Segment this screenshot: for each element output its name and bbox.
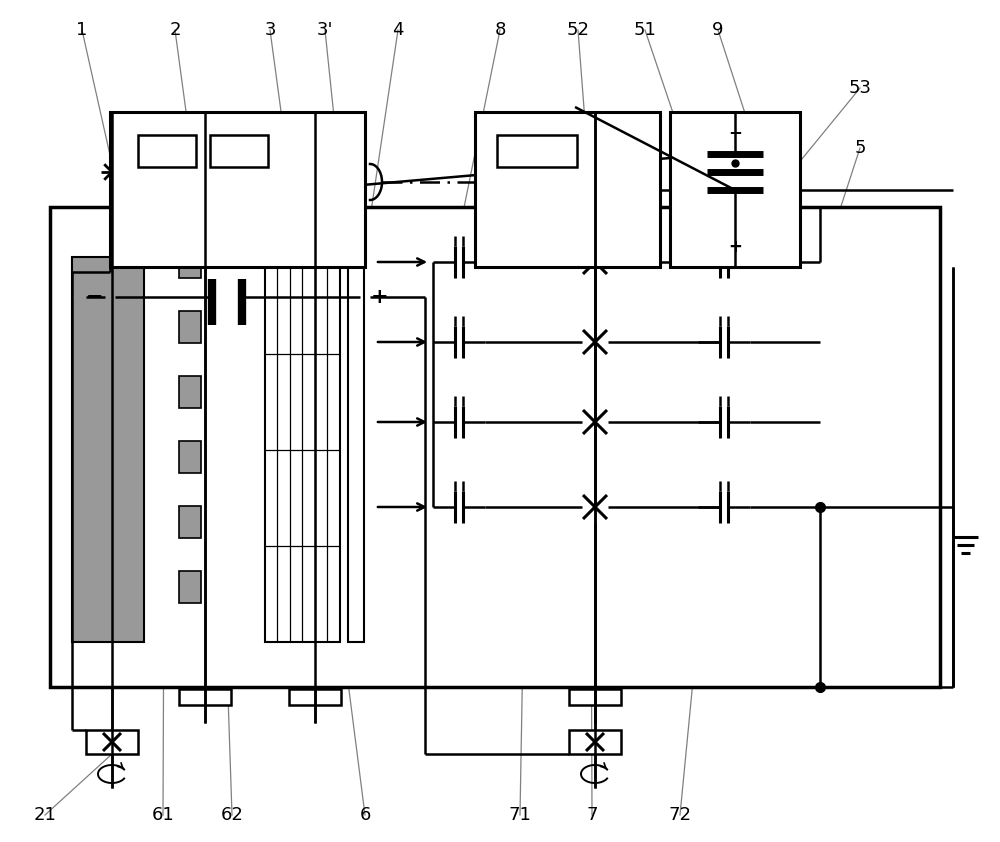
Text: 5: 5	[854, 139, 866, 157]
Bar	[138, 135, 196, 167]
Text: +: +	[728, 238, 742, 256]
Text: 2: 2	[169, 21, 181, 39]
Bar	[50, 207, 940, 687]
Bar	[348, 257, 364, 642]
Bar	[475, 112, 660, 267]
Text: 7: 7	[586, 806, 598, 824]
Text: 1: 1	[76, 21, 88, 39]
Bar	[179, 376, 201, 408]
Bar	[179, 571, 201, 603]
Bar	[86, 730, 138, 754]
Bar	[179, 311, 201, 343]
Bar	[179, 689, 231, 705]
Bar	[179, 506, 201, 538]
Bar	[72, 257, 144, 642]
Text: 71: 71	[509, 806, 531, 824]
Text: 21: 21	[34, 806, 56, 824]
Text: −: −	[86, 287, 104, 307]
Bar	[670, 112, 800, 267]
Text: 62: 62	[221, 806, 243, 824]
Bar	[179, 441, 201, 473]
Text: 51: 51	[634, 21, 656, 39]
Bar	[569, 689, 621, 705]
Bar	[265, 257, 340, 642]
Text: 72: 72	[668, 806, 692, 824]
Bar	[289, 689, 341, 705]
Bar	[210, 135, 268, 167]
Text: 53: 53	[848, 79, 872, 97]
Text: −: −	[728, 123, 742, 141]
Text: 8: 8	[494, 21, 506, 39]
Text: 6: 6	[359, 806, 371, 824]
Text: 9: 9	[712, 21, 724, 39]
Text: 3: 3	[264, 21, 276, 39]
Text: +: +	[371, 287, 389, 307]
Text: 61: 61	[152, 806, 174, 824]
Bar	[569, 730, 621, 754]
Text: 52: 52	[566, 21, 590, 39]
Bar	[179, 246, 201, 278]
Text: 3': 3'	[317, 21, 333, 39]
Bar	[497, 135, 577, 167]
Bar	[110, 112, 365, 267]
Text: 4: 4	[392, 21, 404, 39]
